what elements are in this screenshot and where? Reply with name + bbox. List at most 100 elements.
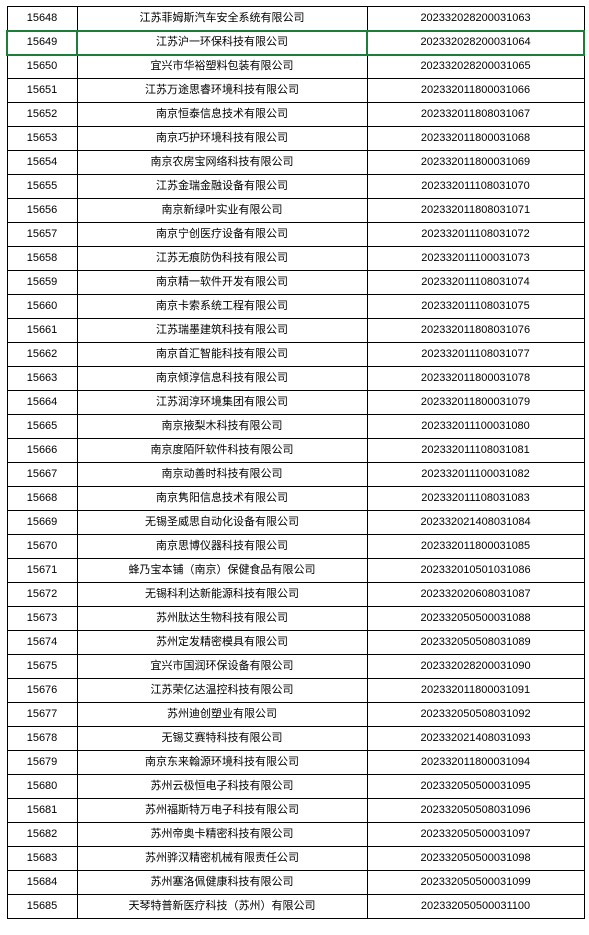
cell-name: 南京农房宝网络科技有限公司 <box>77 151 367 175</box>
cell-id: 15648 <box>7 7 77 31</box>
cell-code: 202332011800031068 <box>367 127 584 151</box>
cell-code: 202332011108031070 <box>367 175 584 199</box>
table-row: 15650宜兴市华裕塑料包装有限公司202332028200031065 <box>7 55 584 79</box>
cell-id: 15659 <box>7 271 77 295</box>
table-row: 15682苏州帝奥卡精密科技有限公司202332050500031097 <box>7 823 584 847</box>
cell-code: 202332050500031098 <box>367 847 584 871</box>
cell-name: 江苏荣亿达温控科技有限公司 <box>77 679 367 703</box>
cell-id: 15663 <box>7 367 77 391</box>
cell-code: 202332028200031090 <box>367 655 584 679</box>
cell-code: 202332011100031073 <box>367 247 584 271</box>
cell-name: 无锡科利达新能源科技有限公司 <box>77 583 367 607</box>
cell-name: 南京精一软件开发有限公司 <box>77 271 367 295</box>
cell-id: 15668 <box>7 487 77 511</box>
cell-id: 15673 <box>7 607 77 631</box>
cell-code: 202332011108031081 <box>367 439 584 463</box>
cell-id: 15656 <box>7 199 77 223</box>
cell-code: 202332020608031087 <box>367 583 584 607</box>
table-row: 15685天琴特普新医疗科技（苏州）有限公司202332050500031100 <box>7 895 584 919</box>
table-row: 15656南京新绿叶实业有限公司202332011808031071 <box>7 199 584 223</box>
cell-name: 蜂乃宝本铺（南京）保健食品有限公司 <box>77 559 367 583</box>
cell-code: 202332050508031096 <box>367 799 584 823</box>
cell-code: 202332050508031092 <box>367 703 584 727</box>
cell-name: 无锡艾赛特科技有限公司 <box>77 727 367 751</box>
cell-id: 15652 <box>7 103 77 127</box>
cell-code: 202332050500031095 <box>367 775 584 799</box>
cell-code: 202332050500031100 <box>367 895 584 919</box>
cell-code: 202332010501031086 <box>367 559 584 583</box>
cell-code: 202332028200031064 <box>367 31 584 55</box>
table-row: 15675宜兴市国润环保设备有限公司202332028200031090 <box>7 655 584 679</box>
cell-name: 南京倾淳信息科技有限公司 <box>77 367 367 391</box>
table-row: 15681苏州福斯特万电子科技有限公司202332050508031096 <box>7 799 584 823</box>
table-row: 15667南京动善时科技有限公司202332011100031082 <box>7 463 584 487</box>
cell-name: 宜兴市国润环保设备有限公司 <box>77 655 367 679</box>
cell-code: 202332011108031074 <box>367 271 584 295</box>
cell-code: 202332011800031094 <box>367 751 584 775</box>
table-row: 15653南京巧护环境科技有限公司202332011800031068 <box>7 127 584 151</box>
cell-id: 15679 <box>7 751 77 775</box>
cell-name: 苏州迪创塑业有限公司 <box>77 703 367 727</box>
cell-id: 15681 <box>7 799 77 823</box>
cell-code: 202332011108031083 <box>367 487 584 511</box>
cell-id: 15675 <box>7 655 77 679</box>
cell-name: 苏州福斯特万电子科技有限公司 <box>77 799 367 823</box>
cell-name: 苏州帝奥卡精密科技有限公司 <box>77 823 367 847</box>
table-row: 15671蜂乃宝本铺（南京）保健食品有限公司202332010501031086 <box>7 559 584 583</box>
cell-name: 宜兴市华裕塑料包装有限公司 <box>77 55 367 79</box>
table-row: 15674苏州定发精密模具有限公司202332050508031089 <box>7 631 584 655</box>
table-row: 15664江苏润淳环境集团有限公司202332011800031079 <box>7 391 584 415</box>
company-table-body: 15648江苏菲姆斯汽车安全系统有限公司20233202820003106315… <box>7 7 584 919</box>
table-row: 15648江苏菲姆斯汽车安全系统有限公司202332028200031063 <box>7 7 584 31</box>
cell-id: 15672 <box>7 583 77 607</box>
table-row: 15669无锡圣威思自动化设备有限公司202332021408031084 <box>7 511 584 535</box>
cell-name: 江苏润淳环境集团有限公司 <box>77 391 367 415</box>
cell-id: 15677 <box>7 703 77 727</box>
cell-name: 江苏金瑞金融设备有限公司 <box>77 175 367 199</box>
table-row: 15659南京精一软件开发有限公司202332011108031074 <box>7 271 584 295</box>
table-row: 15655江苏金瑞金融设备有限公司202332011108031070 <box>7 175 584 199</box>
cell-code: 202332011800031078 <box>367 367 584 391</box>
cell-name: 江苏沪一环保科技有限公司 <box>77 31 367 55</box>
cell-name: 苏州定发精密模具有限公司 <box>77 631 367 655</box>
table-row: 15661江苏瑞墨建筑科技有限公司202332011808031076 <box>7 319 584 343</box>
table-row: 15680苏州云极恒电子科技有限公司202332050500031095 <box>7 775 584 799</box>
cell-code: 202332011800031085 <box>367 535 584 559</box>
table-row: 15666南京度陌阡软件科技有限公司202332011108031081 <box>7 439 584 463</box>
cell-name: 苏州云极恒电子科技有限公司 <box>77 775 367 799</box>
cell-id: 15678 <box>7 727 77 751</box>
table-row: 15678无锡艾赛特科技有限公司202332021408031093 <box>7 727 584 751</box>
cell-name: 南京思博仪器科技有限公司 <box>77 535 367 559</box>
cell-id: 15661 <box>7 319 77 343</box>
table-row: 15679南京东来翰源环境科技有限公司202332011800031094 <box>7 751 584 775</box>
cell-code: 202332028200031065 <box>367 55 584 79</box>
cell-id: 15651 <box>7 79 77 103</box>
cell-name: 南京首汇智能科技有限公司 <box>77 343 367 367</box>
cell-name: 南京新绿叶实业有限公司 <box>77 199 367 223</box>
cell-id: 15657 <box>7 223 77 247</box>
cell-name: 南京隽阳信息技术有限公司 <box>77 487 367 511</box>
cell-id: 15670 <box>7 535 77 559</box>
table-row: 15654南京农房宝网络科技有限公司202332011800031069 <box>7 151 584 175</box>
cell-code: 202332011108031077 <box>367 343 584 367</box>
cell-id: 15680 <box>7 775 77 799</box>
table-row: 15657南京宁创医疗设备有限公司202332011108031072 <box>7 223 584 247</box>
cell-id: 15650 <box>7 55 77 79</box>
table-row: 15672无锡科利达新能源科技有限公司202332020608031087 <box>7 583 584 607</box>
cell-name: 江苏菲姆斯汽车安全系统有限公司 <box>77 7 367 31</box>
table-row: 15658江苏无痕防伪科技有限公司202332011100031073 <box>7 247 584 271</box>
cell-code: 202332028200031063 <box>367 7 584 31</box>
cell-code: 202332011800031069 <box>367 151 584 175</box>
cell-code: 202332011808031067 <box>367 103 584 127</box>
cell-id: 15684 <box>7 871 77 895</box>
cell-name: 南京东来翰源环境科技有限公司 <box>77 751 367 775</box>
cell-id: 15667 <box>7 463 77 487</box>
cell-name: 江苏万途思睿环境科技有限公司 <box>77 79 367 103</box>
cell-name: 江苏无痕防伪科技有限公司 <box>77 247 367 271</box>
cell-code: 202332011800031091 <box>367 679 584 703</box>
table-row: 15663南京倾淳信息科技有限公司202332011800031078 <box>7 367 584 391</box>
cell-id: 15658 <box>7 247 77 271</box>
cell-name: 江苏瑞墨建筑科技有限公司 <box>77 319 367 343</box>
cell-id: 15653 <box>7 127 77 151</box>
cell-code: 202332021408031084 <box>367 511 584 535</box>
